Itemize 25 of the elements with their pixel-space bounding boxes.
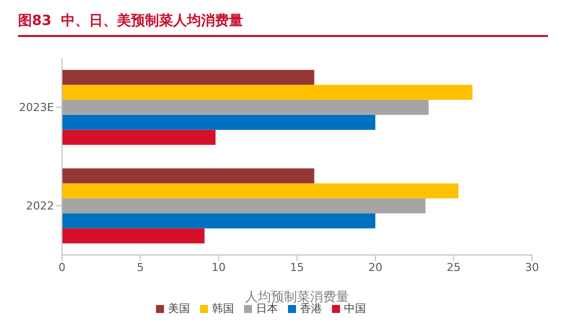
bar xyxy=(62,168,314,184)
bar xyxy=(62,183,458,198)
legend-label: 韩国 xyxy=(212,302,234,315)
x-tick-label: 10 xyxy=(212,260,226,274)
legend-label: 中国 xyxy=(344,302,366,315)
bar xyxy=(62,213,376,228)
x-tick-label: 20 xyxy=(368,260,382,274)
bar xyxy=(62,70,314,85)
legend-label: 香港 xyxy=(300,302,322,315)
bar xyxy=(62,100,429,115)
x-tick-label: 5 xyxy=(136,260,144,274)
bar xyxy=(62,130,216,145)
x-tick-label: 15 xyxy=(290,260,304,274)
bar xyxy=(62,198,426,214)
x-tick-label: 30 xyxy=(525,260,539,274)
bar xyxy=(62,228,205,244)
bar xyxy=(62,114,376,130)
chart-title: 图83 中、日、美预制菜人均消费量 xyxy=(18,12,244,30)
y-tick-label: 2023E xyxy=(19,101,54,114)
x-tick-label: 25 xyxy=(446,260,461,274)
y-tick-label: 2022 xyxy=(26,200,54,213)
legend-label: 日本 xyxy=(256,302,278,315)
x-tick-label: 0 xyxy=(58,260,66,274)
legend-label: 美国 xyxy=(168,302,190,315)
bar xyxy=(62,84,472,100)
